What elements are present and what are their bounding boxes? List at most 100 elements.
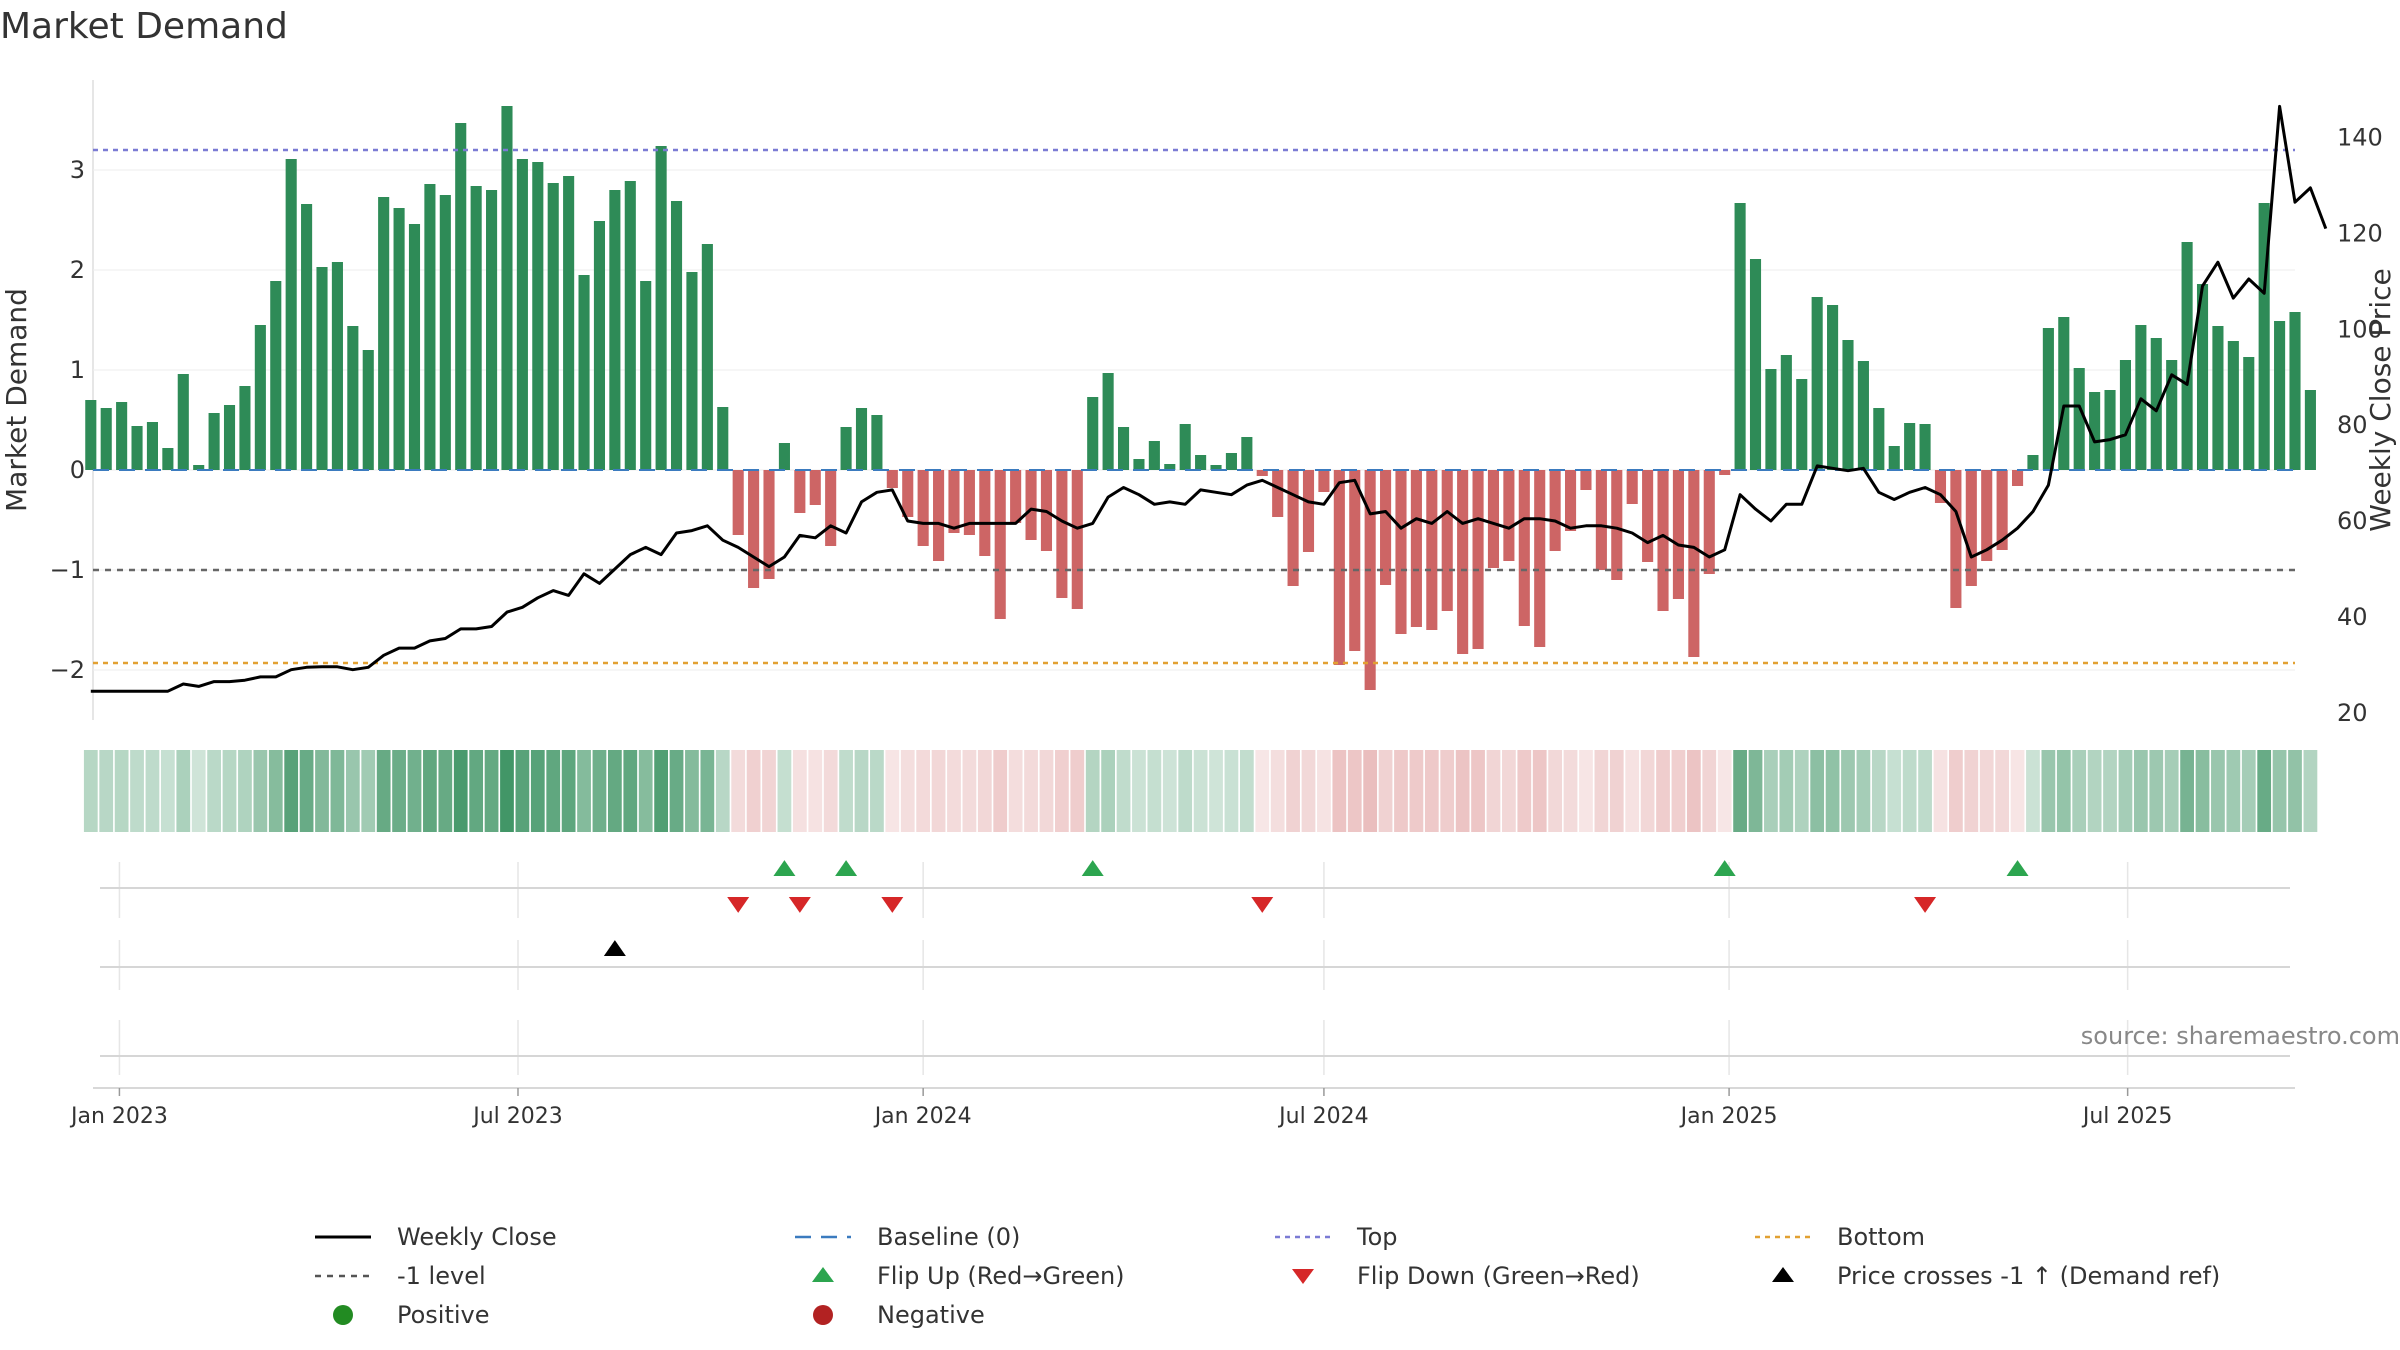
heat-cell <box>2226 750 2241 832</box>
flip-up-marker <box>2006 860 2029 877</box>
heat-cell <box>607 750 622 832</box>
heat-cell <box>1255 750 1270 832</box>
heat-cell <box>1656 750 1670 832</box>
heat-cell <box>1979 750 1994 832</box>
demand-bar <box>1934 470 1947 503</box>
demand-bar <box>2027 455 2039 470</box>
demand-bar <box>177 374 189 470</box>
heat-cell <box>561 750 576 832</box>
right-tick-label: 20 <box>2337 699 2368 727</box>
demand-bar <box>1087 397 1099 470</box>
chart-title: Market Demand <box>0 6 288 47</box>
demand-bar <box>1287 470 1299 586</box>
demand-bar <box>1672 470 1684 599</box>
demand-bar <box>686 272 698 470</box>
demand-bar <box>2073 368 2085 470</box>
demand-bar <box>1102 373 1114 470</box>
heat-cell <box>1455 750 1470 832</box>
heat-cell <box>885 750 900 832</box>
heat-cell <box>1548 750 1563 832</box>
heat-cell <box>1070 750 1085 832</box>
demand-bar <box>593 221 606 470</box>
demand-bar <box>547 183 559 470</box>
demand-bar <box>640 281 652 470</box>
demand-bar <box>455 123 467 470</box>
left-tick-label: −1 <box>50 556 85 584</box>
demand-bar <box>1472 470 1484 649</box>
heat-cell <box>469 750 484 832</box>
demand-bar <box>609 190 621 470</box>
right-tick-label: 80 <box>2337 411 2368 439</box>
demand-bar <box>270 281 282 470</box>
demand-bar <box>1395 470 1407 634</box>
demand-bar <box>1179 424 1191 470</box>
heat-cell <box>160 750 175 832</box>
heat-cell <box>1764 750 1778 832</box>
heat-cell <box>1085 750 1100 832</box>
demand-bar <box>624 181 636 470</box>
heat-cell <box>376 750 391 832</box>
heat-cell <box>2257 750 2272 832</box>
demand-bar <box>979 470 991 556</box>
demand-bar <box>1364 470 1376 690</box>
heat-cell <box>746 750 761 832</box>
demand-bar <box>2058 317 2070 470</box>
heat-cell <box>361 750 376 832</box>
heat-cell <box>1810 750 1825 832</box>
heat-cell <box>2103 750 2117 832</box>
heat-cell <box>1594 750 1609 832</box>
heat-cell <box>839 750 853 832</box>
heat-cell <box>1440 750 1455 832</box>
demand-bar <box>239 386 251 470</box>
heat-cell <box>731 750 746 832</box>
heat-cell <box>1794 750 1809 832</box>
heat-cell <box>484 750 499 832</box>
demand-bar <box>994 470 1006 619</box>
right-tick-label: 40 <box>2337 603 2368 631</box>
demand-bar <box>208 413 220 470</box>
demand-bar <box>948 470 960 533</box>
heat-cell <box>83 750 98 832</box>
flip-down-marker <box>881 896 904 913</box>
demand-bar <box>732 470 744 535</box>
heat-cell <box>1301 750 1316 832</box>
heat-cell <box>207 750 221 832</box>
heat-cell <box>1733 750 1747 832</box>
heat-cell <box>592 750 607 832</box>
demand-bar <box>2304 390 2316 470</box>
right-tick-label: 140 <box>2337 124 2383 152</box>
heat-cell <box>500 750 514 832</box>
demand-bar <box>794 470 806 513</box>
demand-bar <box>100 408 112 470</box>
demand-bar <box>655 146 667 470</box>
demand-bar <box>748 470 760 588</box>
heat-cell <box>1964 750 1979 832</box>
demand-bar <box>670 201 683 470</box>
demand-bar <box>855 408 868 470</box>
heat-cell <box>1702 750 1717 832</box>
demand-bar <box>1148 441 1160 470</box>
heat-cell <box>145 750 160 832</box>
heat-cell <box>315 750 329 832</box>
demand-bar <box>763 470 775 579</box>
demand-bar <box>1796 379 1808 470</box>
heat-cell <box>1640 750 1655 832</box>
demand-bar <box>1133 459 1145 470</box>
heat-cell <box>1902 750 1917 832</box>
demand-bar <box>1241 437 1253 470</box>
demand-bar <box>809 470 821 505</box>
flip-up-marker <box>1081 860 1104 877</box>
heat-cell <box>669 750 684 832</box>
demand-bar <box>1333 470 1345 665</box>
heat-cell <box>823 750 838 832</box>
left-tick-label: 3 <box>70 156 85 184</box>
heat-cell <box>1424 750 1439 832</box>
demand-bar <box>1780 355 1792 470</box>
heat-cell <box>2288 750 2302 832</box>
heat-cell <box>2133 750 2148 832</box>
demand-bar <box>2274 321 2286 470</box>
demand-bar <box>1842 340 1854 470</box>
heat-cell <box>191 750 206 832</box>
demand-bar <box>1996 470 2008 550</box>
demand-bar <box>2212 326 2224 470</box>
